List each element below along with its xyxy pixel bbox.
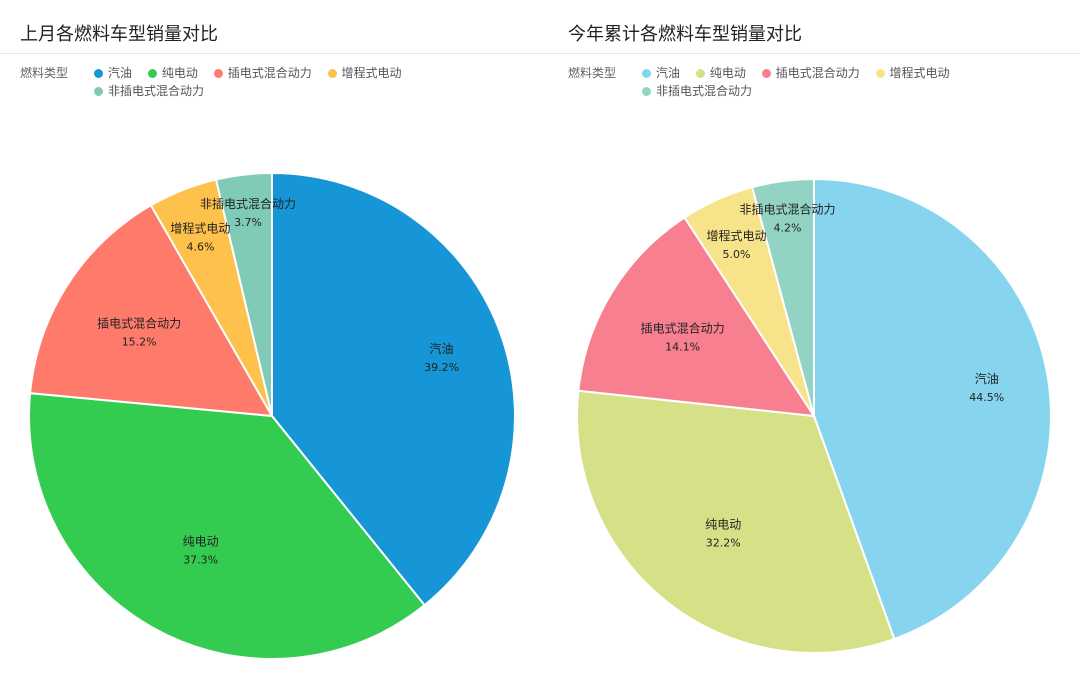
legend-item-gasoline[interactable]: 汽油: [94, 64, 132, 82]
slice-value-erev: 5.0%: [723, 248, 751, 261]
slice-label-hev: 非插电式混合动力: [200, 196, 296, 211]
slice-value-hev: 4.2%: [774, 221, 802, 234]
slice-value-bev: 37.3%: [183, 554, 218, 567]
pie-slice-gasoline[interactable]: [271, 171, 516, 607]
header-divider: [0, 53, 1080, 54]
legend-item-erev[interactable]: 增程式电动: [327, 64, 402, 82]
slice-label-bev: 纯电动: [183, 535, 219, 549]
slice-label-erev: 增程式电动: [707, 228, 767, 243]
chart-panel-last-month: 上月各燃料车型销量对比 燃料类型 汽油 纯电动 插电式混合动力 增程式电动 非插…: [20, 24, 516, 660]
legend-item-hev[interactable]: 非插电式混合动力: [94, 82, 204, 100]
pie-slice-gasoline[interactable]: [813, 177, 1052, 641]
slice-value-phev: 14.1%: [665, 341, 700, 354]
slice-label-phev: 插电式混合动力: [641, 321, 725, 336]
legend-dot: [94, 87, 103, 96]
chart-title: 上月各燃料车型销量对比: [20, 24, 218, 45]
legend-item-bev[interactable]: 纯电动: [695, 64, 746, 82]
legend-item-bev[interactable]: 纯电动: [147, 64, 198, 82]
legend-dot: [213, 69, 223, 78]
pie-slice-hev[interactable]: [214, 171, 273, 417]
legend-dot: [761, 69, 771, 78]
legend-dot: [642, 87, 651, 96]
slice-label-hev: 非插电式混合动力: [739, 201, 835, 216]
legend-items: 汽油 纯电动 插电式混合动力 增程式电动 非插电式混合动力: [642, 64, 982, 100]
slice-value-gasoline: 39.2%: [424, 361, 459, 374]
legend-items: 汽油 纯电动 插电式混合动力 增程式电动 非插电式混合动力: [94, 64, 434, 100]
slice-label-erev: 增程式电动: [170, 220, 230, 235]
pie-slice-bev[interactable]: [576, 389, 896, 654]
legend-dot: [147, 69, 157, 78]
legend-dot: [327, 69, 337, 78]
legend-title: 燃料类型: [20, 66, 69, 80]
pie-chart-last-month: 汽油 39.2% 纯电动 37.3% 插电式混合动力 15.2% 增程式电动 4.6% 非插电式…: [28, 171, 516, 660]
legend-dot: [875, 69, 885, 78]
legend-dot: [642, 69, 651, 78]
slice-value-phev: 15.2%: [122, 336, 157, 349]
chart-panel-year-to-date: 今年累计各燃料车型销量对比 燃料类型 汽油 纯电动 插电式混合动力 增程式电动 …: [548, 0, 1080, 685]
legend-title: 燃料类型: [568, 66, 617, 80]
slice-value-gasoline: 44.5%: [969, 391, 1004, 404]
slice-label-phev: 插电式混合动力: [97, 316, 181, 331]
slice-label-gasoline: 汽油: [975, 371, 999, 386]
slice-label-bev: 纯电动: [705, 518, 741, 532]
slice-label-gasoline: 汽油: [430, 341, 454, 356]
legend-dot: [695, 69, 705, 78]
legend-item-gasoline[interactable]: 汽油: [642, 64, 680, 82]
pie-slice-phev[interactable]: [577, 216, 816, 418]
legend-item-phev[interactable]: 插电式混合动力: [213, 64, 312, 82]
slice-value-hev: 3.7%: [234, 216, 262, 229]
legend-item-hev[interactable]: 非插电式混合动力: [642, 82, 752, 100]
legend-item-erev[interactable]: 增程式电动: [875, 64, 950, 82]
pie-slice-phev[interactable]: [28, 203, 274, 418]
slice-value-bev: 32.2%: [706, 537, 741, 550]
slice-value-erev: 4.6%: [186, 240, 214, 253]
legend-dot: [94, 69, 103, 78]
pie-slice-bev[interactable]: [28, 392, 426, 660]
pie-chart-year-to-date: 汽油 44.5% 纯电动 32.2% 插电式混合动力 14.1% 增程式电动 5.0% 非插电式…: [576, 177, 1052, 654]
pie-slice-hev[interactable]: [750, 177, 815, 417]
chart-title: 今年累计各燃料车型销量对比: [568, 24, 802, 45]
legend-item-phev[interactable]: 插电式混合动力: [761, 64, 860, 82]
